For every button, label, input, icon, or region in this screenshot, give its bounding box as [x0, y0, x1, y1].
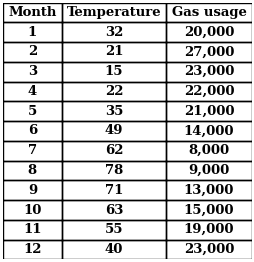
Bar — [62, 42, 165, 62]
Text: 5: 5 — [28, 105, 37, 118]
Bar — [3, 240, 62, 259]
Bar — [62, 161, 165, 180]
Bar — [165, 42, 251, 62]
Text: 9: 9 — [28, 184, 37, 197]
Text: Temperature: Temperature — [66, 6, 161, 19]
Text: Month: Month — [8, 6, 56, 19]
Text: 15: 15 — [104, 65, 123, 78]
Bar — [165, 220, 251, 240]
Bar — [62, 62, 165, 82]
Bar — [3, 161, 62, 180]
Text: 55: 55 — [104, 223, 123, 236]
Text: 23,000: 23,000 — [183, 65, 233, 78]
Bar — [165, 200, 251, 220]
Bar — [3, 200, 62, 220]
Bar — [3, 101, 62, 121]
Bar — [3, 141, 62, 161]
Bar — [165, 3, 251, 22]
Bar — [62, 180, 165, 200]
Text: 4: 4 — [28, 85, 37, 98]
Text: 22,000: 22,000 — [183, 85, 233, 98]
Bar — [165, 101, 251, 121]
Bar — [62, 200, 165, 220]
Text: 62: 62 — [104, 144, 123, 157]
Text: 14,000: 14,000 — [183, 124, 233, 138]
Text: 35: 35 — [104, 105, 123, 118]
Bar — [165, 161, 251, 180]
Text: 49: 49 — [104, 124, 123, 138]
Bar — [3, 42, 62, 62]
Bar — [165, 240, 251, 259]
Bar — [62, 141, 165, 161]
Text: 21: 21 — [104, 46, 123, 58]
Text: 7: 7 — [28, 144, 37, 157]
Text: 9,000: 9,000 — [188, 164, 229, 177]
Text: 40: 40 — [104, 243, 123, 256]
Text: 32: 32 — [104, 26, 123, 39]
Bar — [165, 180, 251, 200]
Text: 10: 10 — [23, 204, 41, 216]
Text: 71: 71 — [104, 184, 123, 197]
Bar — [165, 22, 251, 42]
Bar — [3, 82, 62, 101]
Text: 12: 12 — [23, 243, 41, 256]
Bar — [165, 141, 251, 161]
Text: 15,000: 15,000 — [183, 204, 233, 216]
Bar — [3, 62, 62, 82]
Bar — [165, 82, 251, 101]
Text: 3: 3 — [28, 65, 37, 78]
Bar — [62, 240, 165, 259]
Bar — [3, 121, 62, 141]
Text: 1: 1 — [28, 26, 37, 39]
Text: 2: 2 — [28, 46, 37, 58]
Bar — [3, 22, 62, 42]
Text: 22: 22 — [104, 85, 123, 98]
Text: 63: 63 — [104, 204, 123, 216]
Text: 19,000: 19,000 — [183, 223, 233, 236]
Bar — [62, 22, 165, 42]
Text: 8,000: 8,000 — [188, 144, 229, 157]
Text: 13,000: 13,000 — [183, 184, 233, 197]
Bar — [62, 3, 165, 22]
Text: 23,000: 23,000 — [183, 243, 233, 256]
Text: 6: 6 — [28, 124, 37, 138]
Bar — [62, 121, 165, 141]
Text: 20,000: 20,000 — [183, 26, 233, 39]
Bar — [62, 82, 165, 101]
Bar — [62, 101, 165, 121]
Text: 8: 8 — [28, 164, 37, 177]
Text: Gas usage: Gas usage — [171, 6, 245, 19]
Text: 78: 78 — [104, 164, 123, 177]
Bar — [3, 220, 62, 240]
Bar — [3, 3, 62, 22]
Bar — [165, 121, 251, 141]
Text: 21,000: 21,000 — [183, 105, 233, 118]
Text: 11: 11 — [23, 223, 41, 236]
Text: 27,000: 27,000 — [183, 46, 233, 58]
Bar — [3, 180, 62, 200]
Bar — [165, 62, 251, 82]
Bar — [62, 220, 165, 240]
